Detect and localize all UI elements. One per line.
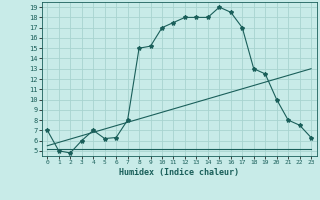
X-axis label: Humidex (Indice chaleur): Humidex (Indice chaleur) — [119, 168, 239, 177]
